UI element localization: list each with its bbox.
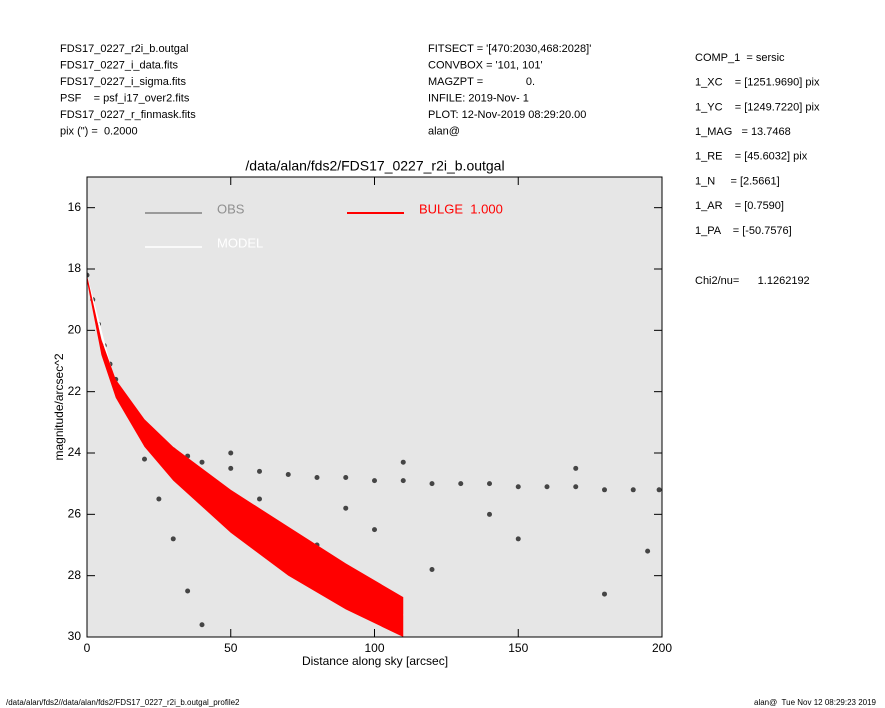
header-left-line: FDS17_0227_i_data.fits	[60, 59, 179, 71]
y-tick-label: 30	[68, 629, 82, 643]
header-right-line: COMP_1 = sersic	[695, 52, 785, 64]
y-tick-label: 28	[68, 568, 82, 582]
header-left-line: FDS17_0227_r_finmask.fits	[60, 109, 196, 121]
header-right-line: 1_PA = [-50.7576]	[695, 225, 792, 237]
obs-point	[343, 505, 349, 511]
x-axis-label: Distance along sky [arcsec]	[302, 654, 448, 668]
header-left-line: pix (") = 0.2000	[60, 125, 138, 137]
x-tick-label: 200	[652, 641, 672, 655]
obs-point	[573, 484, 579, 490]
obs-point	[257, 496, 262, 502]
obs-point	[228, 450, 234, 456]
obs-point	[602, 591, 607, 597]
x-tick-label: 0	[84, 641, 91, 655]
header-right-line: 1_YC = [1249.7220] pix	[695, 101, 820, 113]
obs-point	[515, 484, 521, 490]
obs-point	[185, 588, 191, 594]
obs-point	[285, 471, 291, 477]
footer-left: /data/alan/fds2//data/alan/fds2/FDS17_02…	[6, 698, 240, 707]
obs-point	[400, 459, 406, 465]
header-right-line: 1_AR = [0.7590]	[695, 200, 784, 212]
plot-frame	[86, 176, 663, 638]
obs-point	[156, 496, 162, 502]
obs-point	[199, 459, 205, 465]
obs-point	[372, 478, 377, 484]
obs-point	[429, 481, 435, 487]
obs-point	[257, 468, 262, 474]
obs-point	[487, 511, 492, 517]
header-middle-line: FITSECT = '[470:2030,468:2028]'	[428, 43, 591, 55]
obs-point	[602, 487, 607, 493]
header-right-line: 1_N = [2.5661]	[695, 175, 780, 187]
header-left-line: FDS17_0227_i_sigma.fits	[60, 76, 186, 88]
obs-point	[573, 465, 579, 471]
footer-right: alan@ Tue Nov 12 08:29:23 2019	[754, 698, 877, 707]
obs-point	[400, 478, 406, 484]
obs-point	[372, 527, 377, 533]
header-right-line: 1_RE = [45.6032] pix	[695, 151, 808, 163]
model-band	[87, 275, 404, 637]
x-tick-label: 100	[364, 641, 384, 655]
header-middle-line: MAGZPT = 0.	[428, 76, 535, 88]
plot-area	[87, 272, 662, 637]
chart-title: /data/alan/fds2/FDS17_0227_r2i_b.outgal	[245, 158, 504, 174]
legend-label: OBS	[217, 201, 245, 216]
y-tick-label: 18	[68, 261, 82, 275]
y-tick-label: 20	[68, 323, 82, 337]
obs-point	[458, 481, 464, 487]
header-left-line: FDS17_0227_r2i_b.outgal	[60, 43, 188, 55]
obs-point	[343, 475, 349, 481]
plot-background	[87, 177, 662, 637]
obs-point	[630, 487, 636, 493]
obs-point	[429, 567, 435, 573]
obs-point	[314, 475, 320, 481]
header-middle-line: PLOT: 12-Nov-2019 08:29:20.00	[428, 109, 586, 121]
y-tick-label: 26	[68, 507, 82, 521]
obs-point	[515, 536, 521, 542]
obs-point	[142, 456, 147, 462]
x-tick-label: 50	[224, 641, 238, 655]
x-tick-label: 150	[508, 641, 528, 655]
obs-point	[544, 484, 550, 490]
obs-point	[487, 481, 492, 487]
header-middle-line: alan@	[428, 125, 460, 137]
obs-point	[228, 465, 234, 471]
header-right-line: 1_MAG = 13.7468	[695, 126, 791, 138]
y-axis-label: magnitude/arcsec^2	[52, 353, 66, 460]
y-tick-label: 22	[68, 384, 82, 398]
obs-point	[656, 487, 662, 493]
header-middle-line: CONVBOX = '101, 101'	[428, 59, 543, 71]
y-tick-label: 16	[68, 200, 82, 214]
header-right-line: 1_XC = [1251.9690] pix	[695, 77, 820, 89]
obs-point	[645, 548, 651, 554]
header-left-line: PSF = psf_i17_over2.fits	[60, 92, 190, 104]
header-middle-line: INFILE: 2019-Nov- 1	[428, 92, 529, 104]
obs-point	[170, 536, 176, 542]
legend-label: BULGE 1.000	[419, 201, 503, 216]
chi2: Chi2/nu= 1.1262192	[695, 275, 810, 287]
obs-point	[87, 272, 90, 278]
legend-label: MODEL	[217, 235, 263, 250]
obs-point	[199, 622, 205, 628]
y-tick-label: 24	[68, 445, 82, 459]
